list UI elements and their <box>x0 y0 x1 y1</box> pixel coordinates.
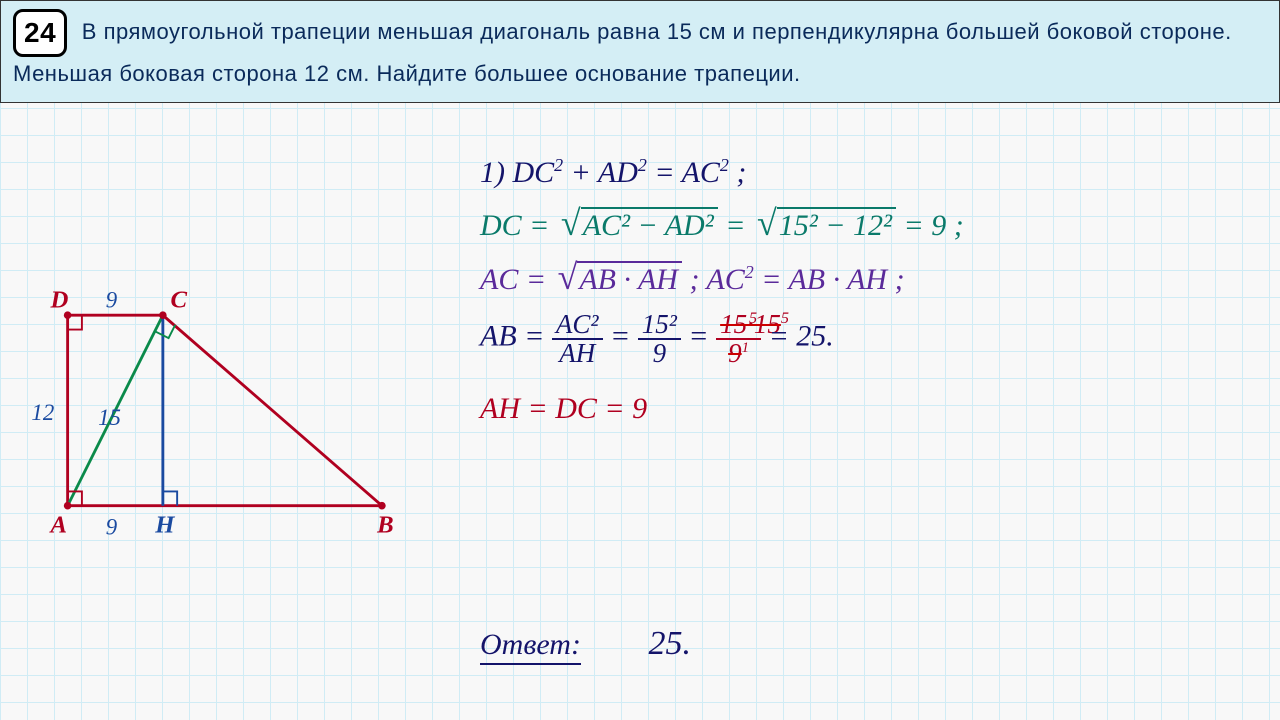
vertex-B-dot <box>378 502 386 510</box>
t: = <box>688 319 716 352</box>
t: ; AC <box>689 263 744 296</box>
answer-row: Ответ: 25. <box>480 625 691 663</box>
label-AH-9: 9 <box>106 514 118 539</box>
problem-statement: 24 В прямоугольной трапеции меньшая диаг… <box>0 0 1280 103</box>
step4: AB = AC²AH = 15²9 = 15·1555 91 = 25. <box>480 310 1260 367</box>
t: = AB · AH ; <box>761 263 904 296</box>
solution-work: 1) DC2 + AD2 = AC2 ; DC = AC² − AD² = 15… <box>480 155 1260 438</box>
answer-value: 25. <box>648 625 691 662</box>
label-DA-12: 12 <box>31 400 54 425</box>
vertex-D-label: D <box>49 287 68 314</box>
t: 1) DC <box>480 156 554 189</box>
t: DC = <box>480 209 557 242</box>
t: = 9 ; <box>903 209 963 242</box>
t: AC² <box>552 311 603 340</box>
t: 1 <box>742 340 749 356</box>
t: = AC <box>654 156 720 189</box>
vertex-H-label: H <box>154 511 175 538</box>
t: AC = <box>480 263 554 296</box>
problem-text: В прямоугольной трапеции меньшая диагона… <box>13 19 1232 86</box>
step5: AH = DC = 9 <box>480 392 1260 426</box>
trapezoid-diagram: D C A B H 9 12 15 9 <box>20 270 420 570</box>
t: AC² − AD² <box>581 207 718 242</box>
label-AC-15: 15 <box>98 405 121 430</box>
step2: DC = AC² − AD² = 15² − 12² = 9 ; <box>480 202 1260 244</box>
problem-number: 24 <box>13 9 67 57</box>
t: 5 <box>749 309 757 327</box>
t: = 25. <box>769 319 834 352</box>
vertex-A-dot <box>64 502 72 510</box>
vertex-C-label: C <box>170 287 187 314</box>
right-angle-H <box>163 491 177 505</box>
t: AH = DC = 9 <box>480 392 647 425</box>
t: = <box>725 209 753 242</box>
t: AB = <box>480 319 552 352</box>
step3: AC = AB · AH ; AC2 = AB · AH ; <box>480 256 1260 298</box>
label-DC-9: 9 <box>106 288 118 313</box>
t: ; <box>736 156 746 189</box>
vertex-B-label: B <box>376 511 394 538</box>
step1: 1) DC2 + AD2 = AC2 ; <box>480 155 1260 190</box>
vertex-A-label: A <box>48 511 67 538</box>
t: = <box>610 319 638 352</box>
t: 9 <box>638 340 681 367</box>
vertex-C-dot <box>159 311 167 319</box>
edge-CB <box>163 315 382 505</box>
t: 15² <box>638 311 681 340</box>
t: + AD <box>571 156 638 189</box>
t: 15² − 12² <box>777 207 896 242</box>
answer-label: Ответ: <box>480 628 581 665</box>
t: AH <box>552 340 603 367</box>
t: AB · AH <box>577 261 682 296</box>
